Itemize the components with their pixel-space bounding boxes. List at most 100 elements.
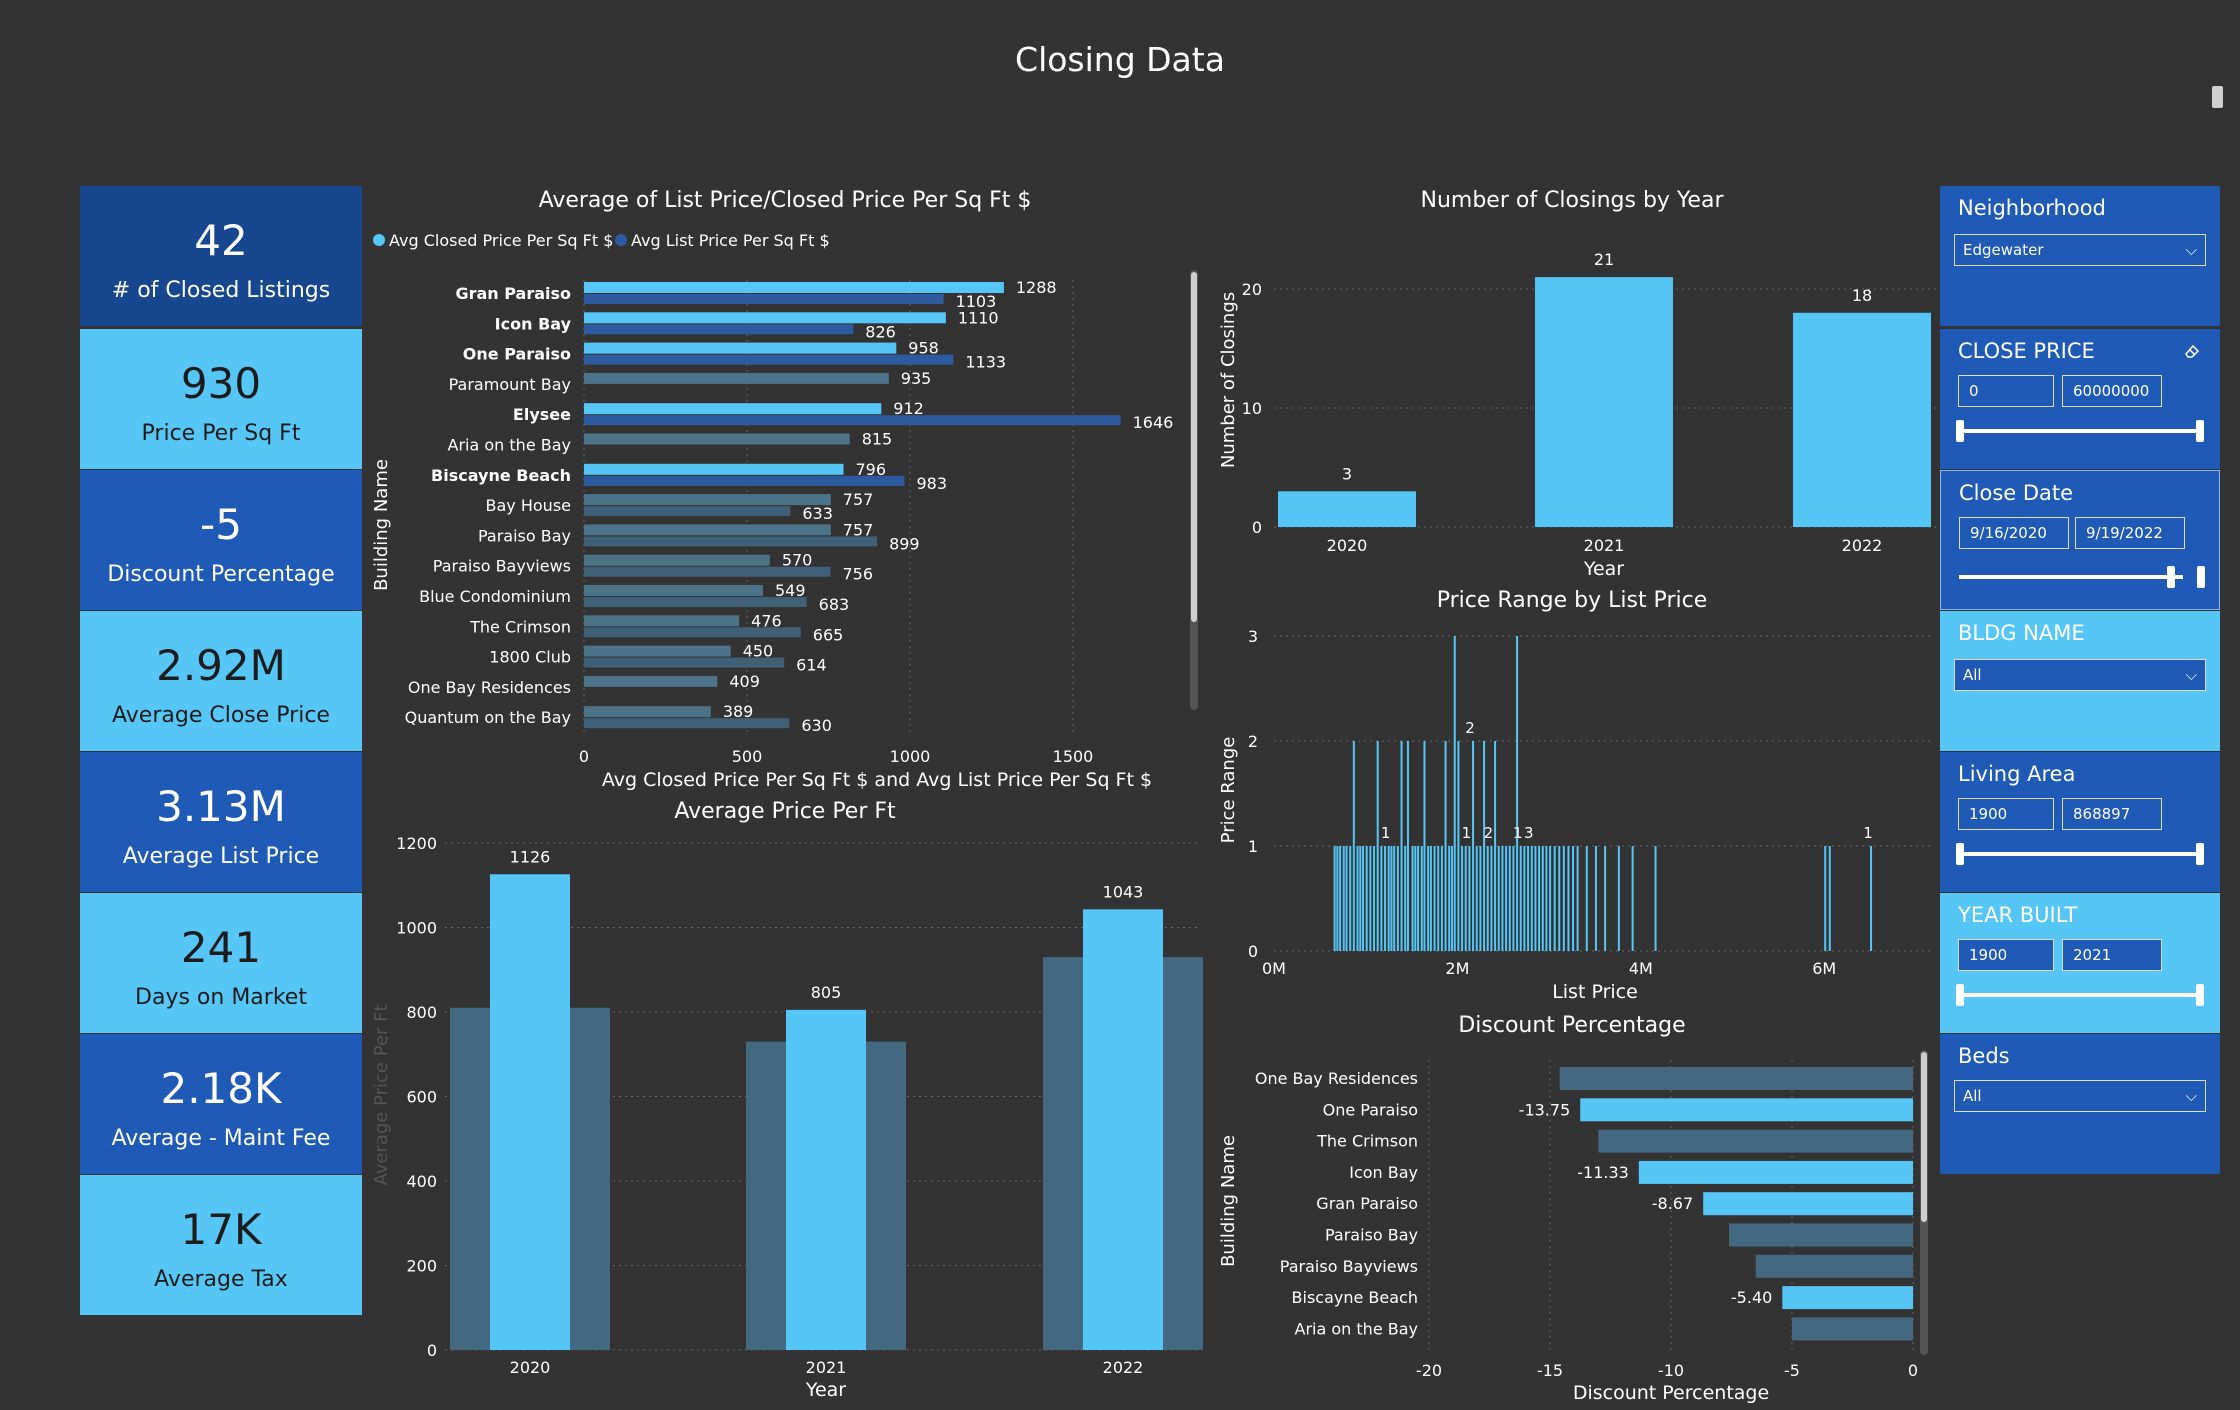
data-label-list: 1646: [1133, 413, 1174, 432]
y-category-label: 1800 Club: [489, 648, 571, 667]
bar-list: [584, 294, 944, 304]
bar: [1792, 1317, 1913, 1341]
page-scrollbar[interactable]: [2212, 86, 2223, 108]
data-label: 1: [1381, 824, 1391, 842]
bar: [1369, 846, 1372, 951]
slicer-title: YEAR BUILT: [1958, 903, 2078, 927]
bar: [1479, 846, 1482, 951]
chevron-down-icon: ⌵: [2185, 666, 2197, 684]
eraser-icon[interactable]: [2182, 341, 2202, 361]
bar-closed: [584, 372, 889, 384]
neighborhood-dropdown[interactable]: Edgewater ⌵: [1954, 234, 2206, 266]
year-built-max-input[interactable]: 2021: [2062, 939, 2162, 971]
bar: [1490, 846, 1493, 951]
x-axis-title: Year: [1583, 558, 1624, 580]
y-category-label: The Crimson: [469, 617, 571, 636]
y-category-label: Paramount Bay: [449, 375, 571, 394]
legend-marker-list: [615, 234, 627, 246]
living-area-slider-max-handle[interactable]: [2196, 843, 2204, 865]
close-date-end-input[interactable]: 9/19/2022: [2075, 517, 2185, 549]
slicer-close-date: Close Date 9/16/2020 9/19/2022: [1940, 470, 2220, 610]
average-price-per-ft-chart: Average Price Per Ft Average Price Per Ft…: [371, 799, 1203, 1401]
y-category-label: One Paraiso: [463, 345, 571, 364]
x-tick-label: 2020: [510, 1358, 551, 1377]
close-price-slider-track[interactable]: [1958, 429, 2202, 433]
bar: [1365, 846, 1368, 951]
data-label: -5.40: [1731, 1288, 1772, 1307]
year-built-slider-max-handle[interactable]: [2196, 984, 2204, 1006]
living-area-max-input[interactable]: 868897: [2062, 798, 2162, 830]
kpi-average-list-price: 3.13M Average List Price: [80, 752, 362, 892]
close-price-min-input[interactable]: 0: [1958, 375, 2054, 407]
bar: [1559, 1067, 1913, 1090]
close-price-slider-min-handle[interactable]: [1956, 420, 1964, 442]
kpi-average-maint-fee: 2.18K Average - Maint Fee: [80, 1034, 362, 1174]
bar: [1703, 1192, 1913, 1216]
living-area-slider-track[interactable]: [1958, 852, 2202, 856]
bar: [1638, 1160, 1913, 1184]
slicer-year-built: YEAR BUILT 1900 2021: [1940, 893, 2220, 1033]
bar: [1083, 909, 1163, 1350]
bar: [1461, 846, 1464, 951]
kpi-value: 2.92M: [156, 641, 286, 690]
data-label-closed: 935: [901, 369, 932, 388]
kpi-days-on-market: 241 Days on Market: [80, 893, 362, 1033]
data-label: 1: [1863, 824, 1873, 842]
year-built-min-input[interactable]: 1900: [1958, 939, 2054, 971]
y-tick-label: 3: [1248, 627, 1258, 646]
bar-list: [584, 536, 878, 547]
bar: [1523, 846, 1526, 951]
x-axis-title: List Price: [1552, 981, 1638, 1003]
bar: [1380, 846, 1383, 951]
close-price-max-input[interactable]: 60000000: [2062, 375, 2162, 407]
data-label-list: 826: [865, 322, 896, 341]
bar: [1572, 846, 1575, 951]
x-tick-label: 0: [1908, 1361, 1918, 1380]
bar: [1475, 846, 1478, 951]
close-price-slider-max-handle[interactable]: [2196, 420, 2204, 442]
close-date-start-input[interactable]: 9/16/2020: [1959, 517, 2069, 549]
y-category-label: Icon Bay: [495, 314, 572, 333]
bar-closed: [584, 312, 946, 324]
bar: [1437, 846, 1440, 951]
bar: [1494, 741, 1497, 951]
living-area-slider-min-handle[interactable]: [1956, 843, 1964, 865]
bar: [1617, 846, 1620, 951]
beds-dropdown[interactable]: All ⌵: [1954, 1080, 2206, 1112]
year-built-slider-min-handle[interactable]: [1956, 984, 1964, 1006]
y-axis-title: Building Name: [371, 459, 392, 591]
bar: [1828, 846, 1831, 951]
living-area-min-input[interactable]: 1900: [1958, 798, 2054, 830]
x-tick-label: 2022: [1842, 536, 1883, 555]
close-date-slider-end-handle[interactable]: [2197, 566, 2205, 588]
bar-closed: [584, 585, 763, 596]
y-category-label: Quantum on the Bay: [405, 708, 571, 727]
close-date-slider-track[interactable]: [1959, 575, 2183, 579]
data-label: 1: [1462, 824, 1472, 842]
data-label-list: 899: [889, 534, 920, 553]
x-tick-label: 500: [732, 747, 763, 766]
slicer-title: CLOSE PRICE: [1958, 339, 2095, 363]
kpi-value: 241: [180, 923, 262, 972]
bldg-name-dropdown[interactable]: All ⌵: [1954, 659, 2206, 691]
kpi-value: 3.13M: [156, 782, 286, 831]
chevron-down-icon: ⌵: [2185, 1087, 2197, 1105]
bar: [1450, 846, 1453, 951]
chart-title: Average of List Price/Closed Price Per S…: [539, 188, 1032, 213]
slicer-title: Close Date: [1959, 481, 2074, 505]
bar: [1755, 1254, 1913, 1278]
discount-percentage-chart: Discount Percentage Building Name -20 -15 -1…: [1218, 1013, 1928, 1404]
bar: [1501, 846, 1504, 951]
slicer-title: Neighborhood: [1958, 196, 2106, 220]
data-label-list: 665: [813, 625, 844, 644]
bar: [1729, 1223, 1913, 1247]
bar: [1352, 741, 1355, 951]
close-date-slider-start-handle[interactable]: [2167, 566, 2175, 588]
data-label-list: 630: [801, 716, 832, 735]
kpi-value: 2.18K: [160, 1064, 282, 1113]
bar: [1457, 741, 1460, 951]
bar: [1497, 846, 1500, 951]
year-built-slider-track[interactable]: [1958, 993, 2202, 997]
data-label-closed: 1110: [958, 308, 999, 327]
